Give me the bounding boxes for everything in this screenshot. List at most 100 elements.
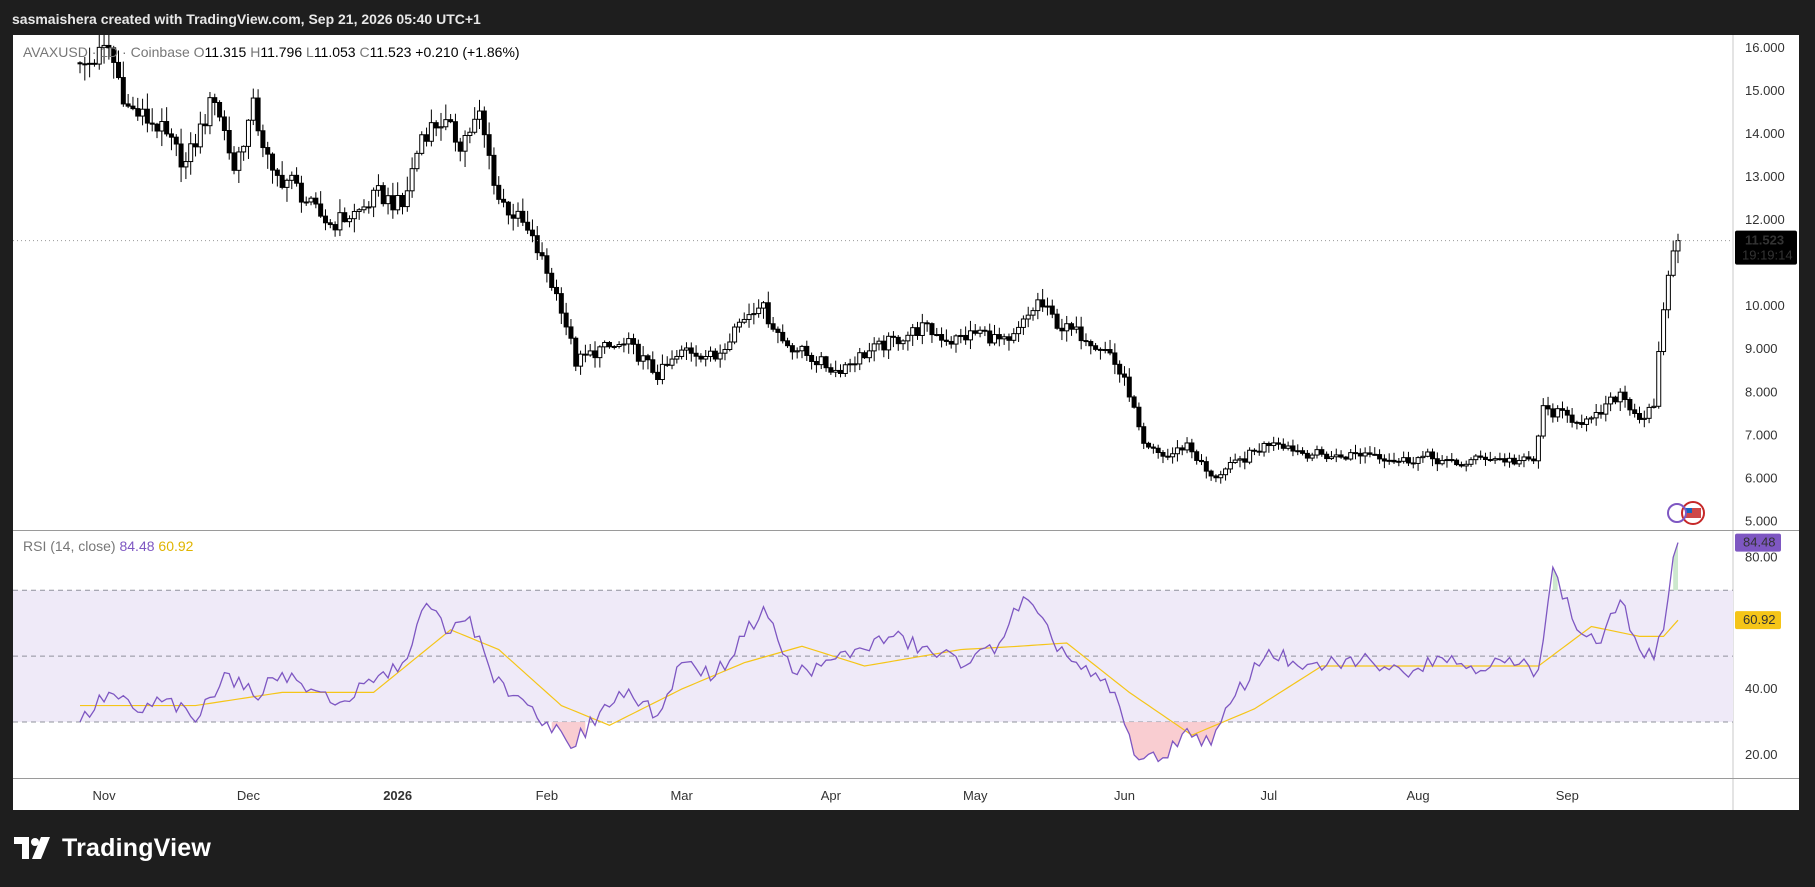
candle <box>1646 403 1652 424</box>
candlestick-series <box>77 35 1681 484</box>
candle <box>1304 450 1310 462</box>
candle <box>674 350 680 364</box>
candle-body <box>1612 396 1618 403</box>
candle-body <box>1661 309 1667 353</box>
candle <box>1054 308 1060 330</box>
candle <box>1314 445 1320 459</box>
candle <box>963 326 969 345</box>
candle-body <box>919 322 925 336</box>
candle-body <box>693 352 699 357</box>
price-tick-label: 8.000 <box>1745 384 1778 399</box>
candle-body <box>375 185 381 191</box>
candle <box>1617 388 1623 412</box>
candle <box>1295 444 1301 456</box>
candle <box>1093 342 1099 352</box>
candle <box>1482 452 1488 466</box>
candle-body <box>308 197 314 203</box>
candle-body <box>1492 458 1498 461</box>
candle <box>809 352 815 370</box>
candle <box>736 318 742 333</box>
candle <box>592 341 598 368</box>
candle <box>111 45 117 79</box>
candle-body <box>635 343 641 362</box>
candle-body <box>708 350 714 358</box>
candle-body <box>1535 435 1541 462</box>
candle-body <box>1463 463 1469 467</box>
candle-body <box>582 353 588 356</box>
candle <box>1405 451 1411 467</box>
candle <box>1020 315 1026 335</box>
candle <box>1636 406 1642 424</box>
candle <box>1112 343 1118 375</box>
candle <box>1328 451 1334 460</box>
candle <box>188 132 194 175</box>
candle <box>1584 416 1590 432</box>
candle-body <box>279 174 285 188</box>
candle-body <box>852 363 858 366</box>
candle-body <box>664 363 670 366</box>
candle <box>828 363 834 375</box>
candle-body <box>1131 396 1137 408</box>
candle-body <box>270 153 276 171</box>
candle-body <box>135 108 141 117</box>
candle <box>1285 441 1291 451</box>
candle <box>125 94 131 109</box>
candle <box>318 191 324 218</box>
candle <box>943 329 949 346</box>
candle-body <box>621 343 627 346</box>
candle <box>298 175 304 213</box>
candle-body <box>770 323 776 330</box>
candle-body <box>760 302 766 309</box>
candle <box>130 96 136 111</box>
candle-body <box>351 210 357 220</box>
candle-body <box>433 122 439 129</box>
candle-body <box>183 161 189 168</box>
candle <box>452 113 458 152</box>
candle <box>645 353 651 370</box>
candle <box>351 203 357 233</box>
candle-body <box>1025 314 1031 320</box>
candle <box>1064 315 1070 342</box>
candle <box>245 119 251 159</box>
time-tick-label: Feb <box>536 788 558 803</box>
candle <box>1569 408 1575 428</box>
candle-body <box>1449 459 1455 462</box>
candle <box>279 161 285 190</box>
candle-body <box>1203 461 1209 472</box>
candle <box>443 104 449 131</box>
candle-body <box>1656 351 1662 407</box>
candle <box>977 326 983 338</box>
candle <box>924 320 930 332</box>
candle <box>1511 454 1517 466</box>
candle <box>669 350 675 370</box>
candle <box>120 61 126 107</box>
candle <box>250 88 256 126</box>
candle <box>1487 451 1493 462</box>
candle <box>1656 341 1662 409</box>
candle <box>1044 297 1050 316</box>
candle-body <box>188 143 194 163</box>
candle-body <box>1391 459 1397 463</box>
candle-body <box>1290 445 1296 452</box>
candle-body <box>1410 462 1416 465</box>
candle-body <box>1276 442 1281 445</box>
candle <box>371 187 377 218</box>
candle-body <box>212 97 218 103</box>
candle <box>1146 441 1152 450</box>
candle-body <box>1198 459 1204 463</box>
candle-body <box>1353 452 1359 455</box>
candle-body <box>1386 459 1392 462</box>
candle <box>1348 448 1354 461</box>
chart-canvas[interactable]: 16.000 15.000 14.000 13.000 12.000 10.000 9.00… <box>13 35 1799 810</box>
rsi-ma-badge-text: 60.92 <box>1743 612 1776 627</box>
candle <box>433 120 439 137</box>
candle <box>1059 318 1065 341</box>
candle <box>1502 453 1508 467</box>
candle <box>1319 446 1325 457</box>
candle <box>1444 455 1450 468</box>
candle <box>1473 454 1479 465</box>
candle-body <box>563 312 569 328</box>
chart-frame[interactable]: 16.000 15.000 14.000 13.000 12.000 10.000 9.00… <box>13 35 1799 810</box>
candle-body <box>1141 426 1147 444</box>
candle-body <box>332 224 338 231</box>
